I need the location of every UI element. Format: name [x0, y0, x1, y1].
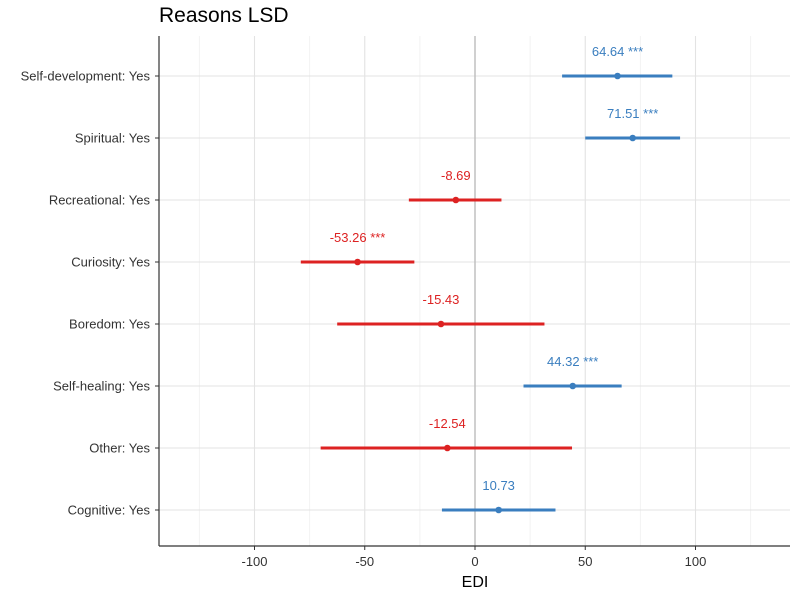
marks-layer: 64.64 *** 71.51 *** -8.69 -53.26 *** -15.43 4… [300, 44, 681, 514]
y-tick-label: Spiritual: Yes [75, 131, 151, 146]
estimate-label: -8.69 [441, 168, 471, 183]
estimate-label: 71.51 *** [607, 106, 658, 121]
y-tick-layer: Self-development: Yes Spiritual: Yes Recre… [21, 69, 159, 518]
point-estimate [569, 382, 577, 390]
point-estimate [495, 506, 502, 514]
point-estimate [452, 196, 460, 204]
estimate-label: -53.26 *** [330, 230, 386, 245]
y-tick-label: Curiosity: Yes [71, 255, 150, 270]
y-tick-label: Other: Yes [89, 441, 150, 456]
y-tick-label: Cognitive: Yes [68, 503, 151, 518]
x-tick-label: 0 [471, 554, 478, 569]
estimate-label: 64.64 *** [592, 44, 643, 59]
x-tick-label: -50 [355, 554, 374, 569]
point-estimate [629, 134, 636, 142]
estimate-label: -12.54 [429, 416, 466, 431]
grid-layer [159, 36, 790, 546]
x-tick-label: -100 [241, 554, 267, 569]
point-estimate [614, 72, 621, 80]
chart-title: Reasons LSD [159, 4, 289, 27]
point-estimate [444, 444, 451, 452]
y-tick-label: Self-healing: Yes [53, 379, 150, 394]
x-tick-label: 50 [578, 554, 592, 569]
estimate-label: -15.43 [423, 292, 460, 307]
point-estimate [354, 258, 361, 266]
y-tick-label: Self-development: Yes [21, 69, 151, 84]
y-tick-label: Boredom: Yes [69, 317, 150, 332]
x-axis-title: EDI [462, 574, 489, 591]
point-estimate [437, 320, 445, 328]
estimate-label: 44.32 *** [547, 354, 598, 369]
y-tick-label: Recreational: Yes [49, 193, 151, 208]
x-tick-label: 100 [685, 554, 707, 569]
estimate-label: 10.73 [482, 478, 515, 493]
x-tick-layer: -100 -50 0 50 100 [241, 546, 706, 569]
